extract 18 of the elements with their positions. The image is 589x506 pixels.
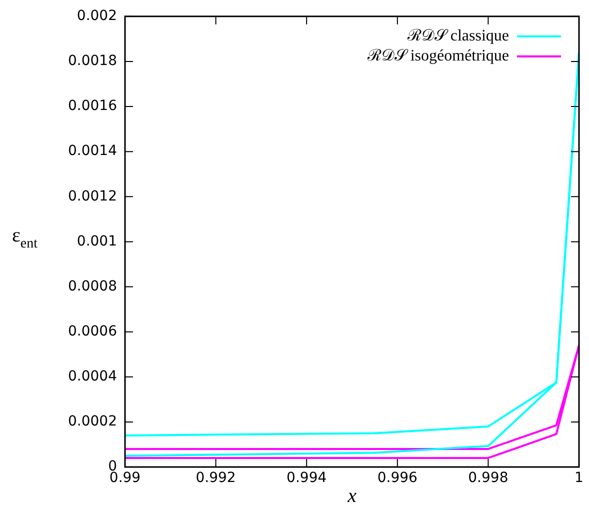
x-tick-label: 0.996: [377, 470, 418, 486]
y-tick-label: 0.001: [76, 233, 117, 250]
y-tick-label: 0.0004: [68, 368, 118, 385]
y-tick-label: 0.0018: [68, 53, 117, 70]
x-axis-title: x: [346, 485, 357, 506]
y-tick-label: 0.002: [76, 8, 117, 24]
y-tick-label: 0.0014: [68, 143, 118, 160]
y-tick-label: 0.0006: [68, 323, 118, 340]
x-tick-label: 1: [574, 470, 584, 486]
legend-label: ℛ𝒟𝒮 isogéométrique: [366, 47, 509, 64]
y-tick-label: 0.0008: [68, 278, 117, 294]
legend-label: ℛ𝒟𝒮 classique: [406, 27, 509, 44]
x-tick-label: 0.998: [468, 470, 508, 486]
y-tick-label: 0.0012: [68, 188, 117, 204]
x-tick-label: 0.994: [286, 470, 327, 486]
y-tick-label: 0.0002: [68, 414, 117, 430]
x-tick-label: 0.992: [196, 470, 236, 486]
y-tick-label: 0.0016: [68, 98, 118, 114]
